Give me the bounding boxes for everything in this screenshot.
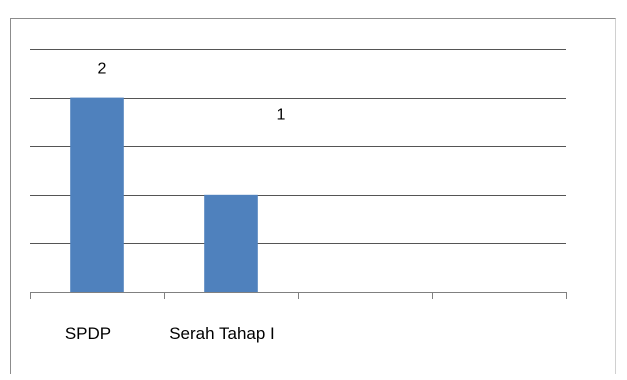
data-label-0: 2 bbox=[98, 61, 107, 78]
labels: SPDP Serah Tahap I 2 1 bbox=[65, 61, 286, 343]
bar-1 bbox=[204, 194, 258, 292]
bars bbox=[70, 97, 258, 292]
x-tick-label-0: SPDP bbox=[65, 324, 111, 343]
bar-0 bbox=[70, 97, 124, 292]
chart-frame bbox=[10, 18, 616, 374]
x-tick-label-1: Serah Tahap I bbox=[169, 324, 275, 343]
data-label-1: 1 bbox=[277, 107, 286, 124]
x-axis bbox=[30, 292, 567, 299]
